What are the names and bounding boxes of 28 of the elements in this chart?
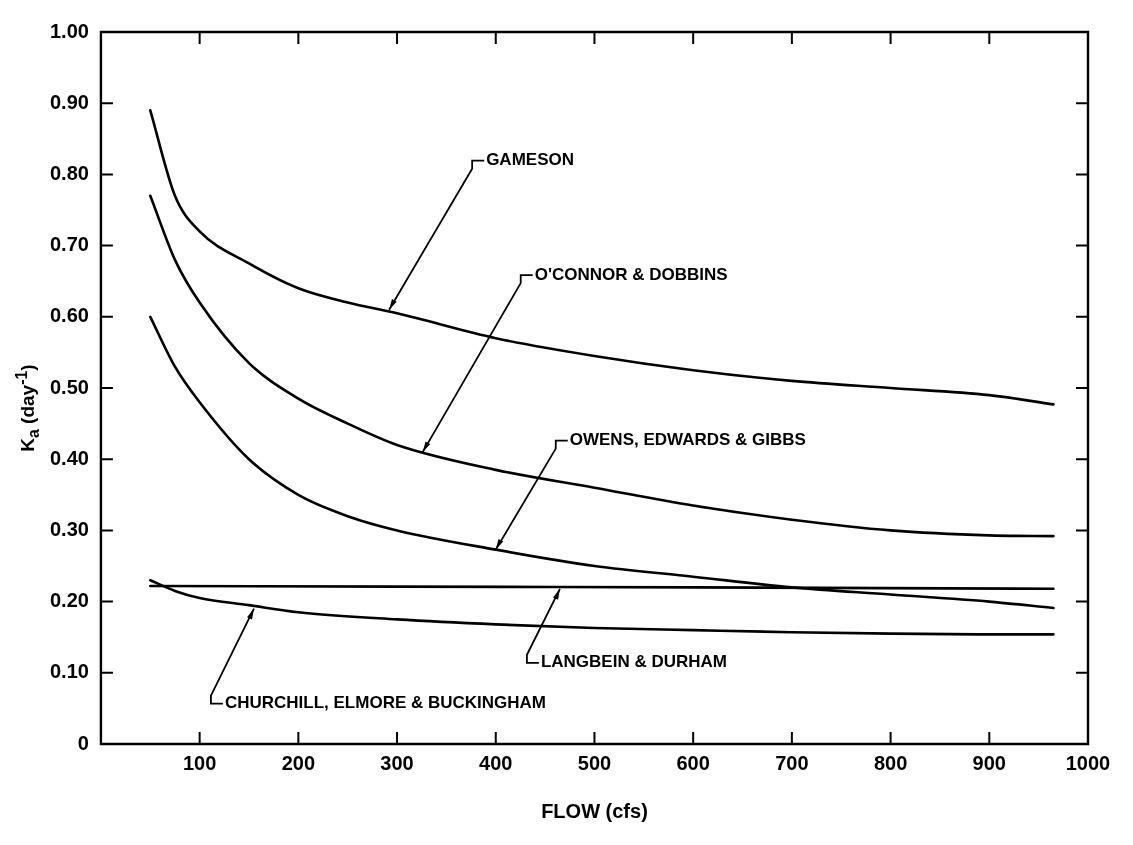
annotation: GAMESON: [486, 150, 574, 170]
y-tick-label: 0.90: [49, 90, 89, 113]
annotation: OWENS, EDWARDS & GIBBS: [569, 430, 806, 450]
y-tick-label: 0.60: [49, 304, 89, 327]
annotation: CHURCHILL, ELMORE & BUCKINGHAM: [224, 693, 547, 713]
x-tick-label: 400: [479, 751, 513, 774]
y-tick-label: 1.00: [49, 19, 89, 42]
x-tick-label: 1000: [1065, 751, 1111, 774]
x-tick-label: 600: [676, 751, 710, 774]
x-tick-label: 500: [577, 751, 612, 774]
x-tick-label: 100: [182, 751, 217, 774]
x-axis-title: FLOW (cfs): [541, 799, 648, 822]
line-series: [148, 315, 1055, 610]
y-tick-label: 0.70: [49, 233, 89, 256]
annotation: O'CONNOR & DOBBINS: [534, 264, 728, 284]
x-tick-label: 900: [972, 751, 1006, 774]
x-tick-label: 200: [281, 751, 316, 774]
y-tick-label: 0.20: [49, 589, 89, 612]
annotation: LANGBEIN & DURHAM: [540, 652, 727, 672]
x-tick-label: 300: [380, 751, 414, 774]
y-tick-label: 0.10: [49, 660, 89, 683]
y-tick-label: 0.30: [49, 517, 89, 540]
x-tick-label: 700: [775, 751, 809, 774]
y-tick-label: 0.80: [49, 161, 89, 184]
y-tick-label: 0.50: [49, 375, 89, 398]
y-tick-label: 0.40: [49, 446, 89, 469]
x-tick-label: 800: [873, 751, 908, 774]
y-tick-label: 0: [77, 731, 89, 754]
